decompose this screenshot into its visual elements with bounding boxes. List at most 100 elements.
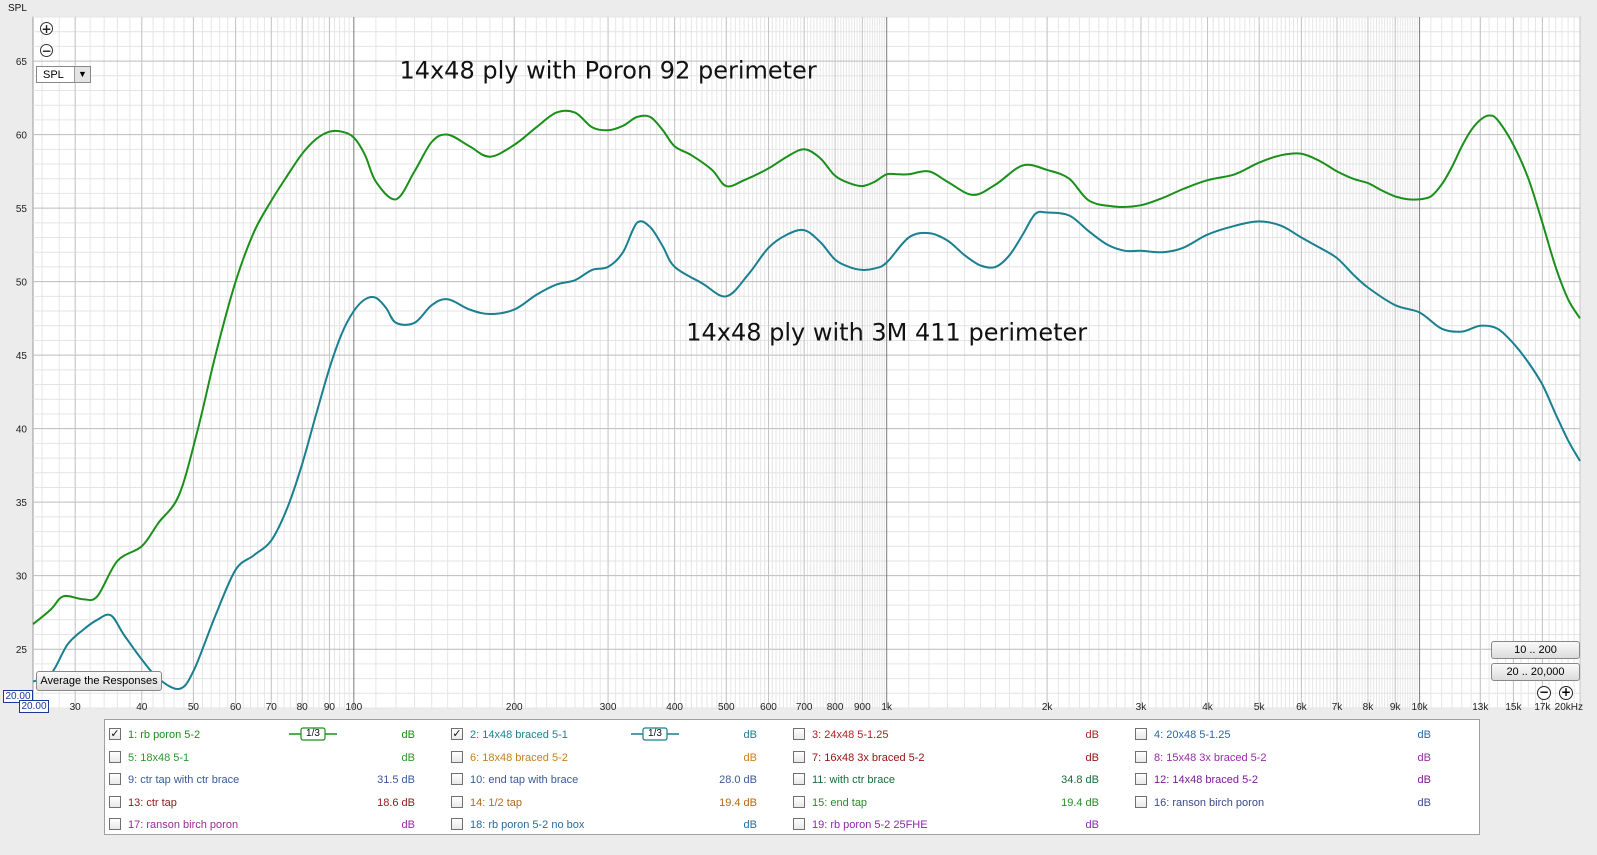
legend-db-value: 19.4 dB xyxy=(1061,796,1099,809)
legend-label: 13: ctr tap xyxy=(128,796,177,809)
legend-checkbox[interactable] xyxy=(793,773,805,785)
y-axis-title: SPL xyxy=(8,3,27,14)
smoothing-indicator[interactable]: 1/3 xyxy=(289,727,337,741)
legend-item[interactable]: 19: rb poron 5-2 25FHE dB xyxy=(793,815,1101,835)
triangle-down-icon: ▼ xyxy=(74,67,90,82)
y-tick-label: 25 xyxy=(16,645,28,656)
legend-label: 9: ctr tap with ctr brace xyxy=(128,774,240,786)
legend-item[interactable]: 9: ctr tap with ctr brace 31.5 dB xyxy=(109,770,417,790)
legend-checkbox[interactable] xyxy=(451,818,463,830)
x-tick-label: 1k xyxy=(881,702,893,713)
legend-checkbox[interactable] xyxy=(451,773,463,785)
legend-checkbox[interactable] xyxy=(793,750,805,763)
legend-item[interactable]: ✓ 1: rb poron 5-2 1/3 dB xyxy=(109,725,417,745)
legend-checkbox[interactable] xyxy=(109,795,121,808)
legend-checkbox[interactable]: ✓ xyxy=(109,728,121,740)
x-tick-label: 3k xyxy=(1136,702,1148,713)
legend-checkbox[interactable] xyxy=(109,818,121,830)
zoom-out-icon[interactable]: − xyxy=(40,44,53,58)
legend-checkbox[interactable] xyxy=(793,728,805,740)
legend-item[interactable]: 13: ctr tap 18.6 dB xyxy=(109,793,417,813)
x-tick-label: 900 xyxy=(854,702,871,713)
legend-item[interactable]: 10: end tap with brace 28.0 dB xyxy=(451,770,759,790)
legend-checkbox[interactable] xyxy=(1135,728,1147,740)
legend-label: 3: 24x48 5-1.25 xyxy=(812,729,889,741)
legend-item[interactable]: 15: end tap 19.4 dB xyxy=(793,793,1101,813)
y-tick-label: 65 xyxy=(16,57,28,68)
x-tick-label: 2k xyxy=(1042,702,1054,713)
legend-item[interactable]: 7: 16x48 3x braced 5-2 dB xyxy=(793,748,1101,768)
legend-checkbox[interactable] xyxy=(1135,750,1147,763)
legend-item[interactable]: ✓ 2: 14x48 braced 5-1 1/3 dB xyxy=(451,725,759,745)
x-tick-label: 10k xyxy=(1412,702,1429,713)
plot-area[interactable] xyxy=(32,16,1581,709)
legend-item[interactable]: 12: 14x48 braced 5-2 dB xyxy=(1135,770,1433,790)
legend-item[interactable]: 14: 1/2 tap 19.4 dB xyxy=(451,793,759,813)
y-tick-label: 40 xyxy=(16,425,28,436)
x-tick-label: 600 xyxy=(760,702,777,713)
legend-checkbox[interactable] xyxy=(451,750,463,763)
x-tick-labels: 30 40 50 60 70 80 90 100 200 300 400 500 600 700 800 90… xyxy=(70,702,1583,713)
legend-db-value: 31.5 dB xyxy=(377,774,415,786)
legend-db-value: dB xyxy=(401,751,415,764)
legend-label: 1: rb poron 5-2 xyxy=(128,729,201,741)
legend-item[interactable]: 3: 24x48 5-1.25 dB xyxy=(793,725,1101,745)
legend-checkbox[interactable] xyxy=(451,795,463,808)
x-tick-label: 200 xyxy=(506,702,523,713)
y-tick-label: 55 xyxy=(16,204,28,215)
legend-label: 15: end tap xyxy=(812,796,868,809)
legend-item[interactable]: 18: rb poron 5-2 no box dB xyxy=(451,815,759,835)
legend-db-value: dB xyxy=(1417,729,1431,741)
smoothing-indicator[interactable]: 1/3 xyxy=(631,727,679,741)
legend-checkbox[interactable] xyxy=(109,773,121,785)
legend-db-value: dB xyxy=(743,751,757,764)
legend-checkbox[interactable] xyxy=(793,795,805,808)
x-min-value[interactable]: 20.00 xyxy=(19,700,49,713)
legend-item[interactable]: 4: 20x48 5-1.25 dB xyxy=(1135,725,1433,745)
range-10-200-button[interactable]: 10 .. 200 xyxy=(1491,641,1580,659)
x-tick-label: 7k xyxy=(1332,702,1344,713)
spl-dropdown-value: SPL xyxy=(43,69,64,81)
legend-item[interactable]: 16: ranson birch poron dB xyxy=(1135,793,1433,813)
zoom-in-icon[interactable]: + xyxy=(40,22,53,36)
x-tick-label: 500 xyxy=(718,702,735,713)
y-tick-label: 50 xyxy=(16,278,28,289)
legend-item[interactable]: 6: 18x48 braced 5-2 dB xyxy=(451,748,759,768)
legend-checkbox[interactable]: ✓ xyxy=(451,728,463,740)
legend-item[interactable]: 17: ranson birch poron dB xyxy=(109,815,417,835)
x-tick-label: 300 xyxy=(600,702,617,713)
smoothing-label: 1/3 xyxy=(648,728,662,739)
y-min-value[interactable]: 20.00 xyxy=(3,690,33,703)
x-tick-label: 90 xyxy=(324,702,336,713)
x-tick-label: 50 xyxy=(188,702,200,713)
average-responses-button[interactable]: Average the Responses xyxy=(36,671,162,691)
legend-label: 19: rb poron 5-2 25FHE xyxy=(812,819,928,831)
legend-db-value: dB xyxy=(401,819,415,831)
legend-item[interactable]: 11: with ctr brace 34.8 dB xyxy=(793,770,1101,790)
x-tick-label: 9k xyxy=(1390,702,1402,713)
x-tick-label: 700 xyxy=(796,702,813,713)
legend-checkbox[interactable] xyxy=(793,818,805,830)
legend-item[interactable]: 5: 18x48 5-1 dB xyxy=(109,748,417,768)
x-zoom-out-icon[interactable]: − xyxy=(1537,685,1551,700)
x-tick-label: 13k xyxy=(1472,702,1489,713)
legend-checkbox[interactable] xyxy=(1135,795,1147,808)
x-tick-label: 8k xyxy=(1363,702,1375,713)
legend-db-value: 19.4 dB xyxy=(719,796,757,809)
y-tick-labels: 25 30 35 40 45 50 55 60 65 xyxy=(16,57,28,656)
legend-checkbox[interactable] xyxy=(1135,773,1147,785)
legend-db-value: 18.6 dB xyxy=(377,796,415,809)
legend-label: 12: 14x48 braced 5-2 xyxy=(1154,774,1258,786)
x-zoom-in-icon[interactable]: + xyxy=(1559,685,1573,700)
x-tick-label: 100 xyxy=(345,702,362,713)
grid xyxy=(33,16,1581,709)
legend-checkbox[interactable] xyxy=(109,750,121,763)
spl-dropdown[interactable]: SPL ▼ xyxy=(36,66,91,83)
legend-db-value: dB xyxy=(1417,751,1431,764)
legend-db-value: dB xyxy=(743,819,757,831)
x-tick-label: 17k xyxy=(1534,702,1551,713)
x-tick-label: 30 xyxy=(70,702,82,713)
range-20-20000-button[interactable]: 20 .. 20,000 xyxy=(1491,663,1580,681)
legend-item[interactable]: 8: 15x48 3x braced 5-2 dB xyxy=(1135,748,1433,768)
